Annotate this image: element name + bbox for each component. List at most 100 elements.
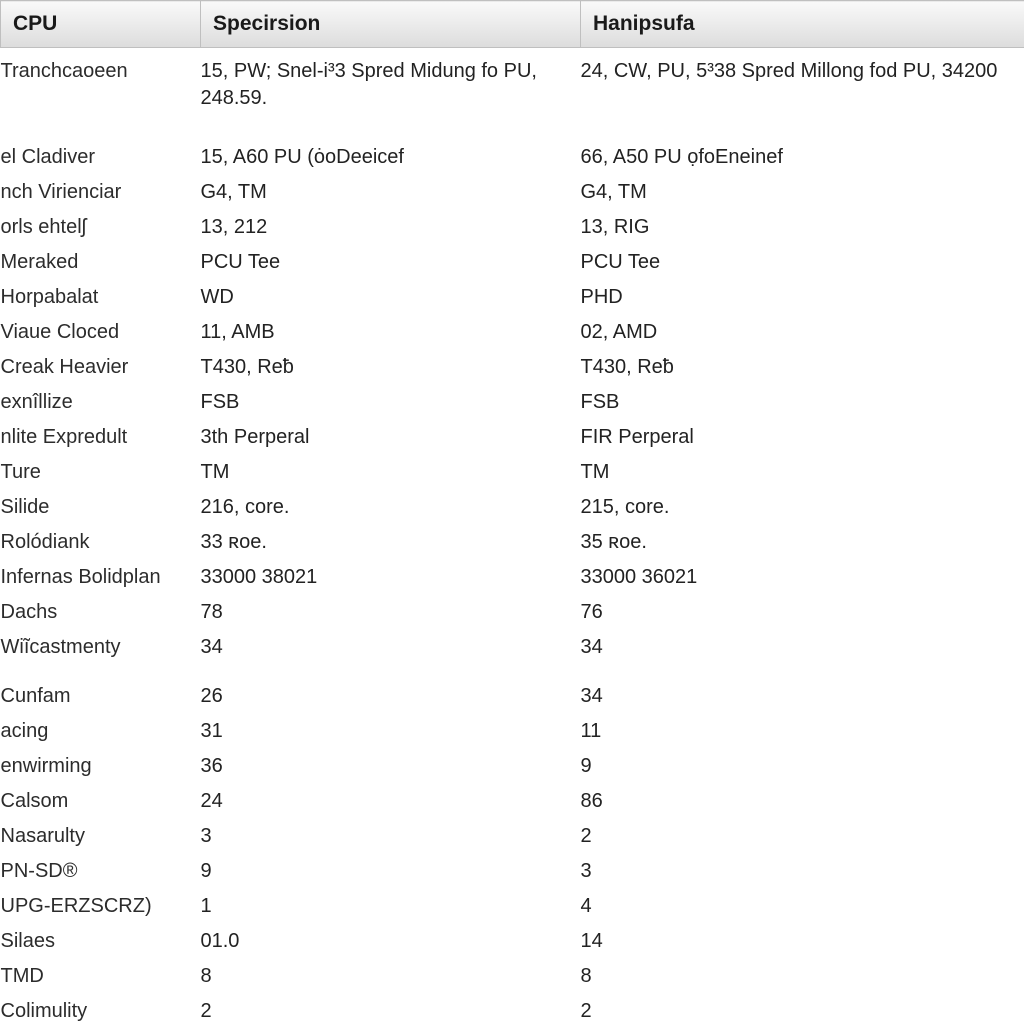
row-value-hanip: TM — [581, 455, 1024, 490]
row-value-hanip: PHD — [581, 280, 1024, 315]
row-value-spec: 15, A60 PU (ȯoDeeicef — [201, 126, 581, 175]
table-row: el Cladiver15, A60 PU (ȯoDeeicef66, A50 … — [1, 126, 1024, 175]
row-value-spec: 24 — [201, 784, 581, 819]
row-value-hanip: 34 — [581, 665, 1024, 714]
row-value-spec: TM — [201, 455, 581, 490]
table-row: Rolódiank33 ʀoe.35 ʀoe. — [1, 525, 1024, 560]
row-value-hanip: T430, Reƀ — [581, 350, 1024, 385]
row-label: enwirming — [1, 749, 201, 784]
table-row: Silide216, core.215, core. — [1, 490, 1024, 525]
row-value-spec: G4, TM — [201, 175, 581, 210]
row-label: orls ehtelʃ — [1, 210, 201, 245]
table-row: Wiĩcastmenty3434 — [1, 630, 1024, 665]
row-value-hanip: 66, A50 PU ọfoEneinef — [581, 126, 1024, 175]
row-label: nlite Expredult — [1, 420, 201, 455]
table-row: Colimulity22 — [1, 994, 1024, 1024]
row-label: Cunfam — [1, 665, 201, 714]
row-label: Dachs — [1, 595, 201, 630]
row-label: Wiĩcastmenty — [1, 630, 201, 665]
table-row: enwirming369 — [1, 749, 1024, 784]
row-value-spec: 15, PW; Snel-i³3 Spred Midung fo PU, 248… — [201, 48, 581, 127]
row-label: acing — [1, 714, 201, 749]
row-value-spec: 3th Perperal — [201, 420, 581, 455]
table-row: UPG-ERZSCRZ)14 — [1, 889, 1024, 924]
row-label: Tranchcaoeen — [1, 48, 201, 127]
col-header-specirsion[interactable]: Specirsion — [201, 1, 581, 48]
row-value-spec: 26 — [201, 665, 581, 714]
table-row: TMD88 — [1, 959, 1024, 994]
row-value-hanip: 2 — [581, 819, 1024, 854]
row-value-spec: 2 — [201, 994, 581, 1024]
row-value-hanip: 76 — [581, 595, 1024, 630]
row-value-hanip: G4, TM — [581, 175, 1024, 210]
row-label: Calsom — [1, 784, 201, 819]
row-label: TMD — [1, 959, 201, 994]
col-header-cpu[interactable]: CPU — [1, 1, 201, 48]
row-label: Silaes — [1, 924, 201, 959]
table-row: HorpabalatWDPHD — [1, 280, 1024, 315]
row-label: nch Virienciar — [1, 175, 201, 210]
row-label: Meraked — [1, 245, 201, 280]
row-value-hanip: 24, CW, PU, 5³38 Spred Millong fod PU, 3… — [581, 48, 1024, 127]
table-row: Silaes01.014 — [1, 924, 1024, 959]
row-value-hanip: FSB — [581, 385, 1024, 420]
row-value-spec: 01.0 — [201, 924, 581, 959]
table-row: Calsom2486 — [1, 784, 1024, 819]
row-value-hanip: 9 — [581, 749, 1024, 784]
table-row: Viaue Cloced11, AMB02, AMD — [1, 315, 1024, 350]
table-row: orls ehtelʃ13, 21213, RIG — [1, 210, 1024, 245]
row-label: PN-SD® — [1, 854, 201, 889]
table-row: Tranchcaoeen15, PW; Snel-i³3 Spred Midun… — [1, 48, 1024, 127]
row-value-spec: 9 — [201, 854, 581, 889]
row-value-hanip: 35 ʀoe. — [581, 525, 1024, 560]
row-value-spec: 216, core. — [201, 490, 581, 525]
table-row: PN-SD®93 — [1, 854, 1024, 889]
table-row: acing3111 — [1, 714, 1024, 749]
row-label: Rolódiank — [1, 525, 201, 560]
row-value-spec: 34 — [201, 630, 581, 665]
row-value-hanip: 34 — [581, 630, 1024, 665]
table-row: exnîllizeFSBFSB — [1, 385, 1024, 420]
table-row: Nasarulty32 — [1, 819, 1024, 854]
row-value-hanip: 02, AMD — [581, 315, 1024, 350]
row-value-hanip: 14 — [581, 924, 1024, 959]
row-label: UPG-ERZSCRZ) — [1, 889, 201, 924]
spec-comparison-table: CPU Specirsion Hanipsufa Tranchcaoeen15,… — [0, 0, 1024, 1024]
row-value-hanip: PCU Tee — [581, 245, 1024, 280]
row-value-spec: 78 — [201, 595, 581, 630]
row-label: Horpabalat — [1, 280, 201, 315]
table-row: Cunfam2634 — [1, 665, 1024, 714]
row-value-spec: 36 — [201, 749, 581, 784]
row-value-spec: 33000 38021 — [201, 560, 581, 595]
table-row: Dachs7876 — [1, 595, 1024, 630]
row-value-spec: 3 — [201, 819, 581, 854]
row-value-hanip: 4 — [581, 889, 1024, 924]
row-label: exnîllize — [1, 385, 201, 420]
row-value-spec: 13, 212 — [201, 210, 581, 245]
row-label: Creak Heavier — [1, 350, 201, 385]
row-label: Nasarulty — [1, 819, 201, 854]
row-label: Silide — [1, 490, 201, 525]
table-row: nlite Expredult3th PerperalFIR Perperal — [1, 420, 1024, 455]
row-label: el Cladiver — [1, 126, 201, 175]
row-value-spec: PCU Tee — [201, 245, 581, 280]
table-body: Tranchcaoeen15, PW; Snel-i³3 Spred Midun… — [1, 48, 1024, 1024]
row-value-hanip: 11 — [581, 714, 1024, 749]
row-value-hanip: 215, core. — [581, 490, 1024, 525]
row-value-hanip: 2 — [581, 994, 1024, 1024]
row-value-hanip: 8 — [581, 959, 1024, 994]
row-value-spec: FSB — [201, 385, 581, 420]
row-value-spec: 31 — [201, 714, 581, 749]
row-value-spec: 11, AMB — [201, 315, 581, 350]
row-value-spec: 1 — [201, 889, 581, 924]
table-row: TureTMTM — [1, 455, 1024, 490]
row-value-spec: 33 ʀoe. — [201, 525, 581, 560]
row-value-spec: T430, Reƀ — [201, 350, 581, 385]
table-row: Infernas Bolidplan33000 3802133000 36021 — [1, 560, 1024, 595]
row-label: Infernas Bolidplan — [1, 560, 201, 595]
row-label: Colimulity — [1, 994, 201, 1024]
row-value-hanip: 86 — [581, 784, 1024, 819]
col-header-hanipsufa[interactable]: Hanipsufa — [581, 1, 1024, 48]
row-value-hanip: 13, RIG — [581, 210, 1024, 245]
table-header-row: CPU Specirsion Hanipsufa — [1, 1, 1024, 48]
